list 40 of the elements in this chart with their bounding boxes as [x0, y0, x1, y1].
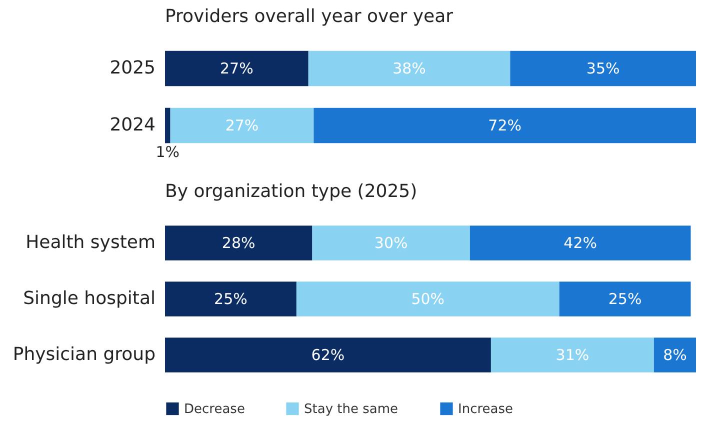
y-tick-label: Single hospital [23, 288, 156, 309]
y-tick-label: Health system [26, 232, 156, 253]
data-label: 35% [586, 60, 620, 78]
chart-title: Providers overall year over year [165, 6, 454, 27]
bar [510, 50, 696, 86]
bar [559, 282, 691, 316]
data-label: 28% [222, 234, 256, 252]
y-tick-label: 2025 [110, 58, 156, 78]
y-tick-label: Physician group [12, 344, 156, 365]
y-tick-label: 2024 [110, 114, 156, 136]
data-label: 50% [411, 290, 445, 308]
bar [308, 50, 510, 86]
bar [165, 50, 308, 86]
data-label: 62% [311, 346, 345, 364]
data-label: 27% [220, 60, 254, 78]
bar [165, 226, 312, 260]
data-label: 1% [156, 143, 180, 162]
legend-label: Increase [458, 402, 514, 417]
bar [654, 338, 696, 372]
chart-title: By organization type (2025) [165, 181, 418, 202]
data-label: 42% [564, 234, 598, 252]
bar [165, 108, 170, 144]
bar [470, 226, 691, 260]
legend-label: Decrease [184, 402, 245, 417]
bar [165, 282, 296, 316]
bar [296, 282, 560, 316]
bar [314, 108, 696, 144]
legend-label: Stay the same [304, 402, 398, 417]
data-label: 30% [374, 234, 408, 252]
data-label: 38% [392, 60, 426, 78]
data-label: 31% [556, 346, 590, 364]
bar [170, 108, 314, 144]
data-label: 25% [608, 290, 642, 308]
bar [312, 226, 470, 260]
data-label: 25% [214, 290, 248, 308]
data-label: 72% [488, 116, 522, 134]
bar [490, 338, 654, 372]
bar [165, 338, 491, 372]
data-label: 8% [663, 346, 687, 364]
data-label: 27% [225, 116, 259, 134]
